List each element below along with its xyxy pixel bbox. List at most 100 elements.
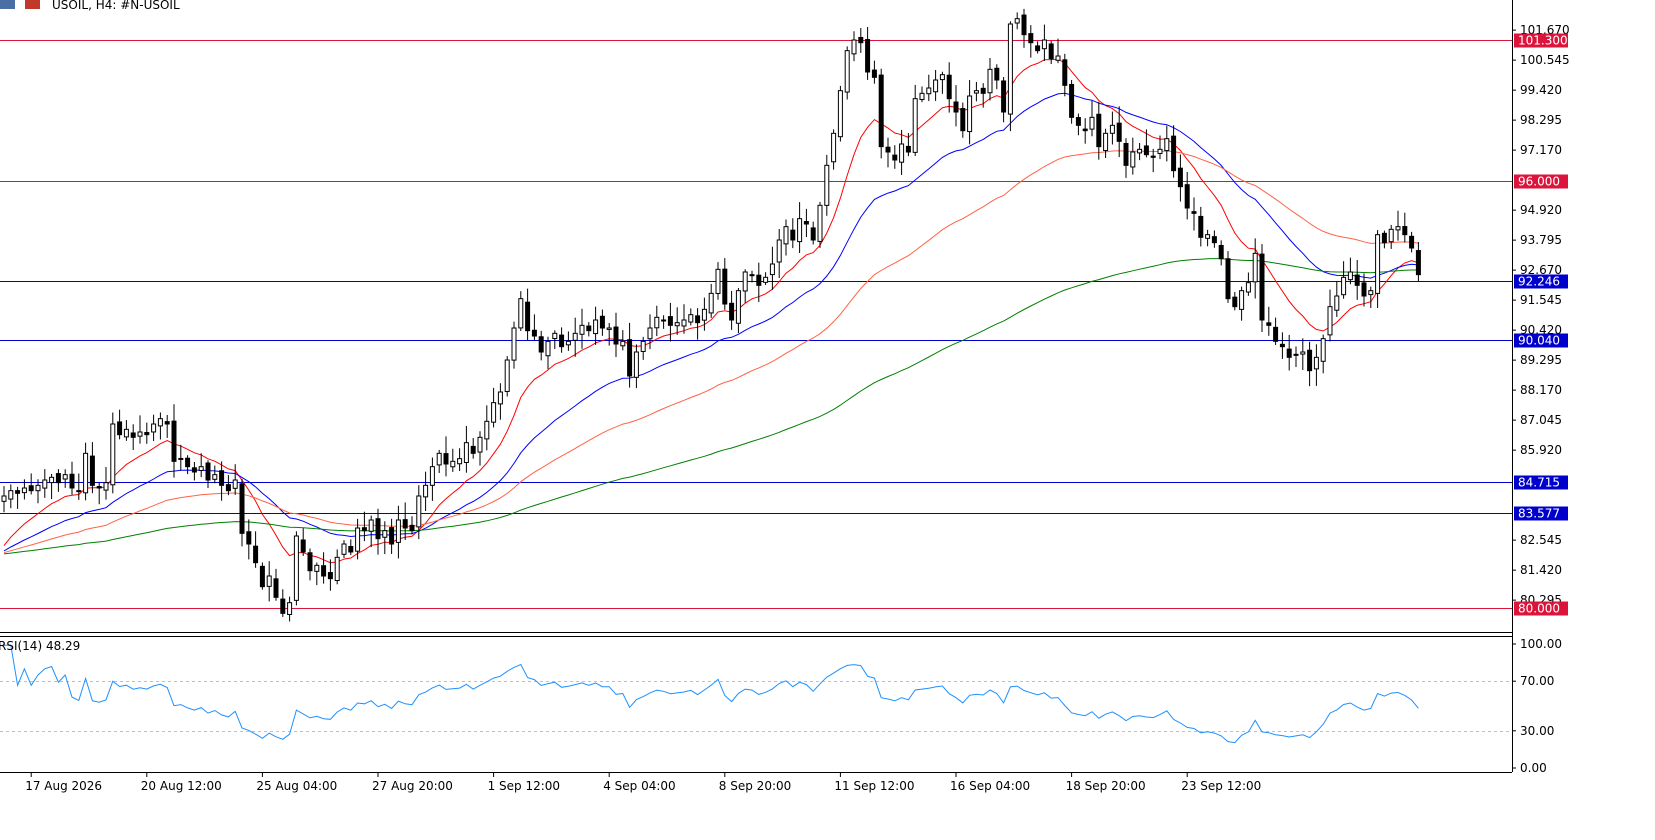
- candle-168: [1143, 129, 1149, 158]
- candle-27: [185, 455, 191, 475]
- candle-135: [919, 86, 925, 103]
- candle-body: [695, 315, 701, 324]
- rsi-tick-0: 100.00: [1520, 637, 1562, 651]
- candle-body: [1415, 250, 1421, 276]
- candle-99: [674, 307, 680, 335]
- candle-body: [35, 484, 41, 492]
- candle-body: [1361, 282, 1367, 297]
- candle-95: [647, 314, 653, 350]
- candle-171: [1164, 125, 1170, 162]
- time-tick-5: 4 Sep 04:00: [603, 779, 675, 793]
- candle-body: [450, 460, 456, 468]
- candle-28: [191, 461, 197, 481]
- candle-75: [511, 321, 517, 369]
- candle-93: [633, 344, 639, 389]
- candle-body: [1069, 83, 1075, 118]
- candle-32: [219, 461, 225, 501]
- candle-152: [1035, 41, 1041, 54]
- candle-body: [946, 74, 952, 100]
- candle-body: [28, 485, 34, 492]
- candle-63: [429, 457, 435, 501]
- horizontal-levels: [0, 40, 1512, 609]
- price-tick-1: 100.545: [1520, 53, 1570, 67]
- rsi-tick-2: 30.00: [1520, 724, 1554, 738]
- candle-200: [1361, 273, 1367, 307]
- candle-201: [1368, 286, 1374, 309]
- level-label-6: 80.000: [1518, 602, 1560, 616]
- candle-body: [144, 431, 150, 436]
- candle-132: [899, 129, 905, 176]
- candle-129: [878, 68, 884, 159]
- candle-body: [824, 164, 830, 206]
- level-badge-1: [1514, 174, 1568, 189]
- candle-body: [688, 314, 694, 323]
- chart-title: USOIL, H4: #N-USOIL: [52, 0, 180, 12]
- candle-50: [341, 540, 347, 558]
- candle-body: [205, 462, 211, 481]
- candle-191: [1300, 338, 1306, 371]
- candle-143: [973, 81, 979, 102]
- candle-117: [797, 202, 803, 254]
- candle-109: [742, 269, 748, 303]
- candle-body: [300, 539, 306, 553]
- candle-body: [1075, 117, 1081, 126]
- candle-2: [15, 486, 21, 509]
- candle-body: [89, 455, 95, 486]
- candle-6: [42, 469, 48, 498]
- candle-body: [865, 39, 871, 73]
- candle-body: [1259, 253, 1265, 321]
- time-tick-7: 11 Sep 12:00: [834, 779, 914, 793]
- candle-body: [1218, 244, 1224, 260]
- candle-74: [504, 356, 510, 397]
- candle-159: [1082, 118, 1088, 144]
- time-tick-0: 17 Aug 2026: [25, 779, 102, 793]
- candle-body: [892, 154, 898, 161]
- candle-100: [681, 304, 687, 334]
- rsi-panel: RSI(14) 48.29 100.00 70.00 30.00 0.00: [0, 637, 1562, 775]
- candle-body: [137, 431, 143, 437]
- candle-25: [171, 404, 177, 478]
- candle-156: [1062, 53, 1068, 97]
- candle-164: [1116, 106, 1122, 158]
- candle-body: [763, 276, 769, 283]
- candle-body: [926, 87, 932, 95]
- candle-body: [579, 324, 585, 335]
- candle-body: [933, 79, 939, 93]
- level-label-2: 92.246: [1518, 275, 1560, 289]
- candle-36: [246, 519, 252, 560]
- candle-body: [1041, 39, 1047, 50]
- candle-body: [314, 564, 320, 572]
- price-axis[interactable]: 101.670100.54599.42098.29597.17094.92093…: [1512, 23, 1570, 607]
- rsi-tick-3: 0.00: [1520, 761, 1547, 775]
- rsi-label: RSI(14) 48.29: [0, 639, 80, 653]
- price-tick-2: 99.420: [1520, 83, 1562, 97]
- candle-89: [606, 322, 612, 346]
- candle-body: [171, 420, 177, 462]
- candle-78: [531, 314, 537, 341]
- candle-body: [565, 340, 571, 346]
- candle-body: [1320, 338, 1326, 362]
- candle-21: [144, 422, 150, 444]
- candle-body: [960, 108, 966, 132]
- candle-9: [62, 469, 68, 488]
- candle-144: [980, 83, 986, 108]
- candle-body: [191, 467, 197, 473]
- candle-181: [1232, 291, 1238, 311]
- candle-body: [586, 325, 592, 332]
- candle-body: [389, 527, 395, 545]
- candle-body: [321, 565, 327, 577]
- candle-179: [1218, 240, 1224, 266]
- candle-body: [55, 473, 61, 484]
- candle-120: [817, 201, 823, 248]
- candle-17: [117, 409, 123, 440]
- candle-body: [729, 302, 735, 321]
- candle-body: [151, 423, 157, 433]
- candle-body: [980, 87, 986, 94]
- candle-body: [402, 519, 408, 529]
- candle-26: [178, 444, 184, 471]
- time-axis[interactable]: 17 Aug 2026 20 Aug 12:00 25 Aug 04:00 27 Au…: [25, 772, 1261, 793]
- candle-34: [232, 464, 238, 495]
- candle-body: [307, 552, 313, 572]
- candle-198: [1347, 257, 1353, 285]
